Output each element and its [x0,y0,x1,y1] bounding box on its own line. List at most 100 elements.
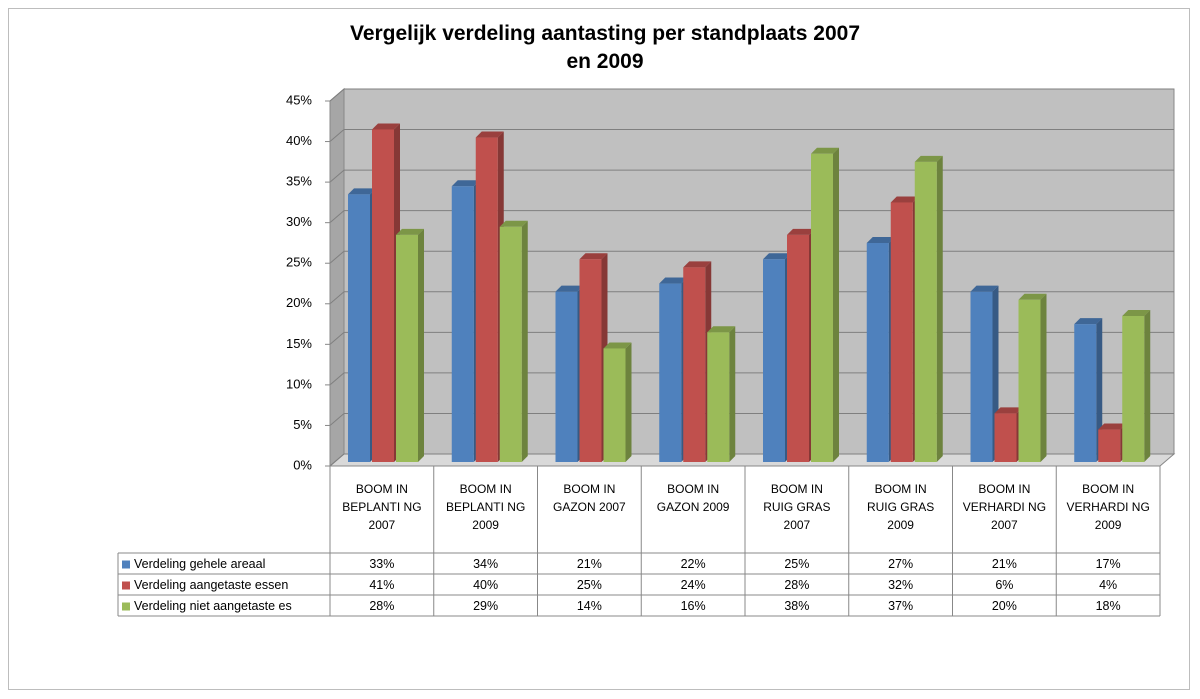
legend-swatch [122,581,130,590]
table-value: 17% [1096,557,1121,571]
table-value: 29% [473,599,498,613]
table-value: 25% [577,578,602,592]
category-label: BOOM IN GAZON 2009 [656,482,730,514]
table-value: 25% [784,557,809,571]
bar-top [396,228,424,235]
bar-top [451,180,480,187]
bar [866,243,889,462]
bar [1074,324,1097,462]
y-tick-label: 45% [286,92,312,107]
bar-side [1096,318,1103,462]
table-value: 6% [995,578,1013,592]
bar-top [475,131,504,138]
table-value: 28% [369,599,394,613]
bar [1098,429,1121,462]
bar [1122,316,1145,462]
bar-side [625,342,632,462]
grid-line [329,453,345,467]
table-value: 28% [784,578,809,592]
bar-top [603,342,632,349]
table-value: 21% [577,557,602,571]
bar-side [833,147,839,462]
bar-side [521,220,528,462]
bar-top [787,228,815,235]
y-tick-label: 40% [286,133,312,148]
bar [787,234,809,462]
legend-label: Verdeling gehele areaal [134,557,265,571]
bar [451,186,474,462]
category-label: BOOM IN RUIG GRAS 2009 [866,482,935,532]
table-value: 40% [473,578,498,592]
table-value: 33% [369,557,394,571]
category-label: BOOM IN BEPLANTI NG 2009 [445,482,526,532]
side-wall [329,87,345,468]
bar-side [1144,310,1151,462]
category-label: BOOM IN GAZON 2007 [553,482,626,514]
y-tick-label: 35% [286,174,312,189]
table-value: 16% [681,599,706,613]
table-value: 14% [577,599,602,613]
category-label: BOOM IN VERHARDI NG 2009 [1066,482,1150,532]
bar-top [1098,423,1127,430]
bar [811,153,833,462]
bar [914,161,937,462]
table-value: 38% [784,599,809,613]
bar [763,259,785,462]
y-tick-label: 25% [286,255,312,270]
bar-top [1074,318,1103,325]
y-tick-label: 15% [286,336,312,351]
bar-top [866,237,895,243]
table-value: 41% [369,578,394,592]
grid-line [329,372,345,386]
grid-line [329,129,345,142]
y-tick-label: 30% [286,214,312,229]
bar [683,267,706,462]
table-value: 27% [888,557,913,571]
bar [970,291,993,462]
bar-top [890,196,919,203]
category-label: BOOM IN VERHARDI NG 2007 [962,482,1047,532]
table-value: 4% [1099,578,1117,592]
bar-top [970,285,999,292]
grid-line [329,250,345,264]
table-value: 20% [992,599,1017,613]
grid-line [329,331,345,345]
y-tick-label: 5% [293,417,312,432]
bar-side [936,155,943,462]
table-value: 32% [888,578,913,592]
bar [555,291,578,462]
bar-top [914,155,943,162]
bar [890,202,913,462]
grid-line [329,88,345,102]
bar-top [763,253,791,260]
grid-line [329,413,345,426]
bar [603,348,626,462]
category-label: BOOM IN BEPLANTI NG 2007 [342,482,422,532]
bar [994,413,1017,462]
grid-line [329,291,345,305]
y-tick-label: 20% [286,295,312,310]
bar-top [707,326,736,333]
y-tick-label: 10% [286,376,312,391]
bar-side [729,326,736,462]
bar [707,332,730,462]
bar [348,194,370,463]
table-value: 22% [681,557,706,571]
table-value: 34% [473,557,498,571]
bar-top [994,407,1023,414]
bar-top [1018,293,1047,300]
chart-title: Vergelijk verdeling aantasting per stand… [349,22,861,73]
legend-label: Verdeling aangetaste essen [134,578,288,592]
bar-top [1122,310,1151,316]
legend-swatch [122,602,130,611]
bar-top [372,123,400,130]
bar-side [1040,293,1047,462]
bar [499,226,522,462]
bar-top [659,277,688,284]
table-value: 24% [681,578,706,592]
table-value: 21% [992,557,1017,571]
table-value: 37% [888,599,913,613]
bar-top [499,220,528,227]
bar [396,234,418,462]
